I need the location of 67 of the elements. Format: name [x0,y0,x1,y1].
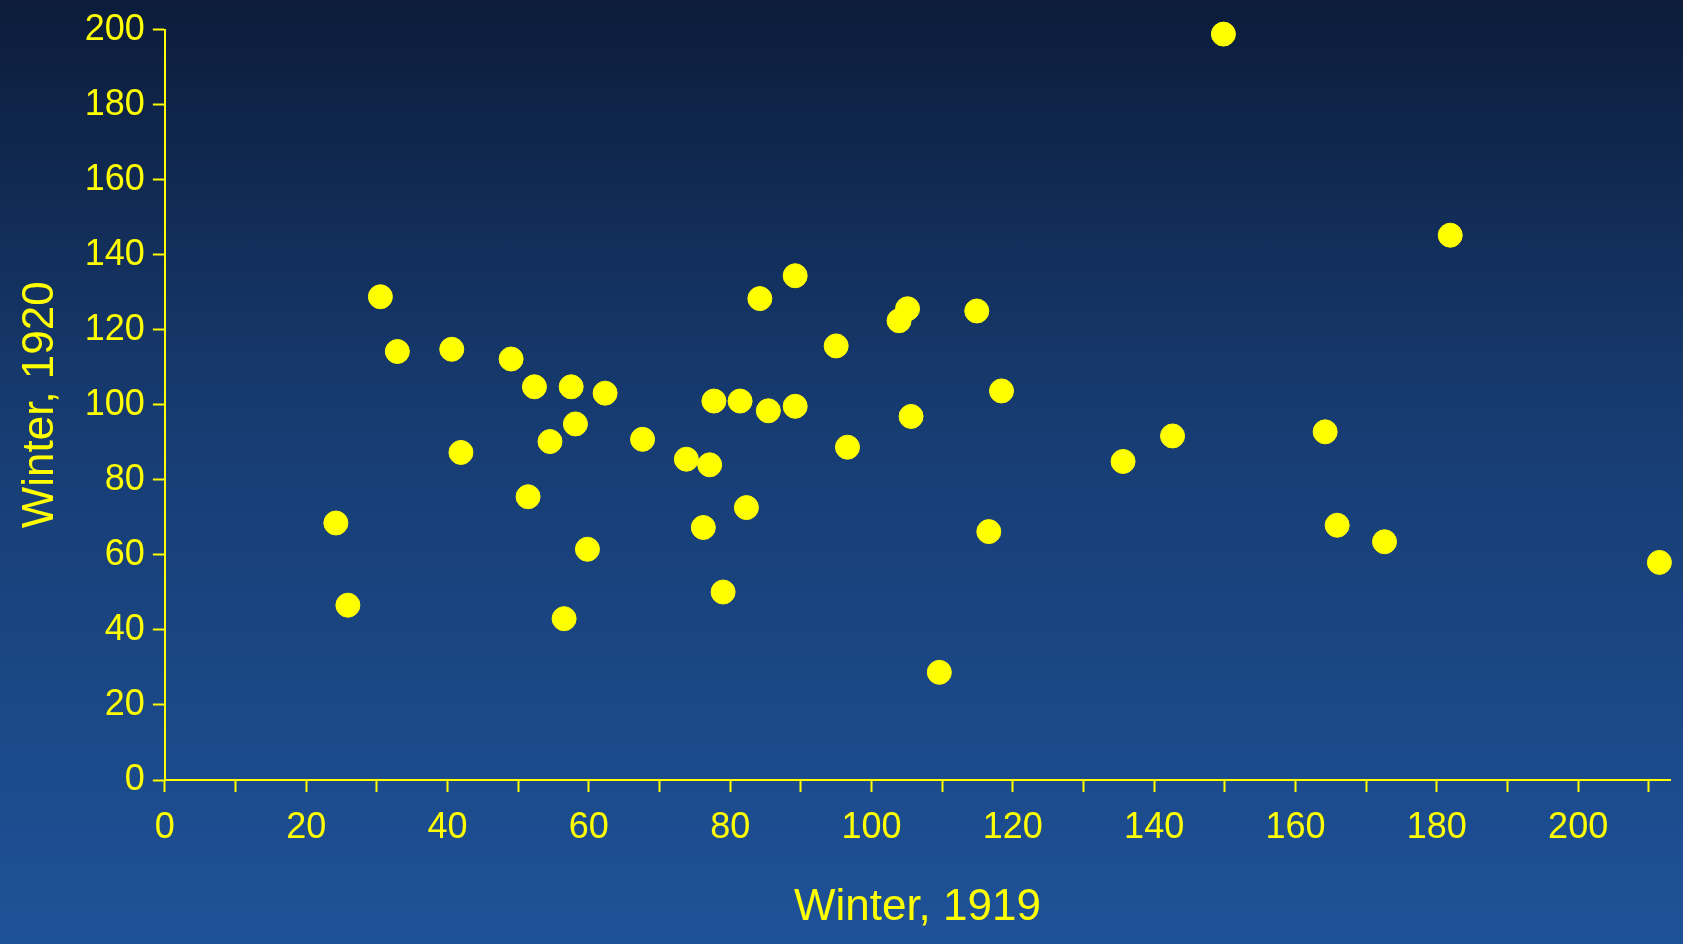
point [1646,549,1672,575]
point [782,263,808,289]
point [755,398,781,424]
point [823,333,849,359]
point [498,346,524,372]
point [574,536,600,562]
point [551,606,577,632]
y-axis-title: Winter, 1920 [12,281,62,529]
y-tick-label: 100 [84,381,145,423]
point [989,378,1015,404]
point [439,336,465,362]
x-tick-label: 100 [841,804,902,846]
y-tick-label: 20 [104,681,145,723]
point [747,286,773,312]
point [727,388,753,414]
point [701,388,727,414]
point [1110,448,1136,474]
x-tick-label: 120 [982,804,1043,846]
point [976,519,1002,545]
point [1437,222,1463,248]
point [1312,419,1338,445]
y-tick-label: 40 [104,606,145,648]
point [782,393,808,419]
point [515,484,541,510]
x-tick-label: 80 [710,804,751,846]
point [630,426,656,452]
x-tick-label: 20 [286,804,327,846]
x-axis-title: Winter, 1919 [793,879,1041,929]
point [592,380,618,406]
x-tick-label: 40 [427,804,468,846]
x-tick-label: 140 [1124,804,1185,846]
y-tick-label: 80 [104,456,145,498]
point [898,403,924,429]
point [335,592,361,618]
point [1160,423,1186,449]
point [964,298,990,324]
point [733,495,759,521]
point [367,284,393,310]
point [562,411,588,437]
x-tick-label: 60 [568,804,609,846]
point [537,429,563,455]
point [673,446,699,472]
point [697,452,723,478]
x-tick-label: 0 [154,804,175,846]
point [448,439,474,465]
x-tick-label: 200 [1548,804,1609,846]
point [834,434,860,460]
point [323,510,349,536]
y-tick-label: 0 [124,756,145,798]
point [710,579,736,605]
y-tick-label: 180 [84,81,145,123]
point [895,296,921,322]
point [926,659,952,685]
point [690,514,716,540]
x-tick-label: 180 [1406,804,1467,846]
y-tick-label: 160 [84,156,145,198]
y-tick-label: 60 [104,531,145,573]
x-tick-label: 160 [1265,804,1326,846]
point [1324,512,1350,538]
point [558,374,584,400]
point [521,374,547,400]
point [384,339,410,365]
y-tick-label: 140 [84,231,145,273]
y-tick-label: 120 [84,306,145,348]
y-tick-label: 200 [84,6,145,48]
point [1372,529,1398,555]
point [1210,21,1236,47]
